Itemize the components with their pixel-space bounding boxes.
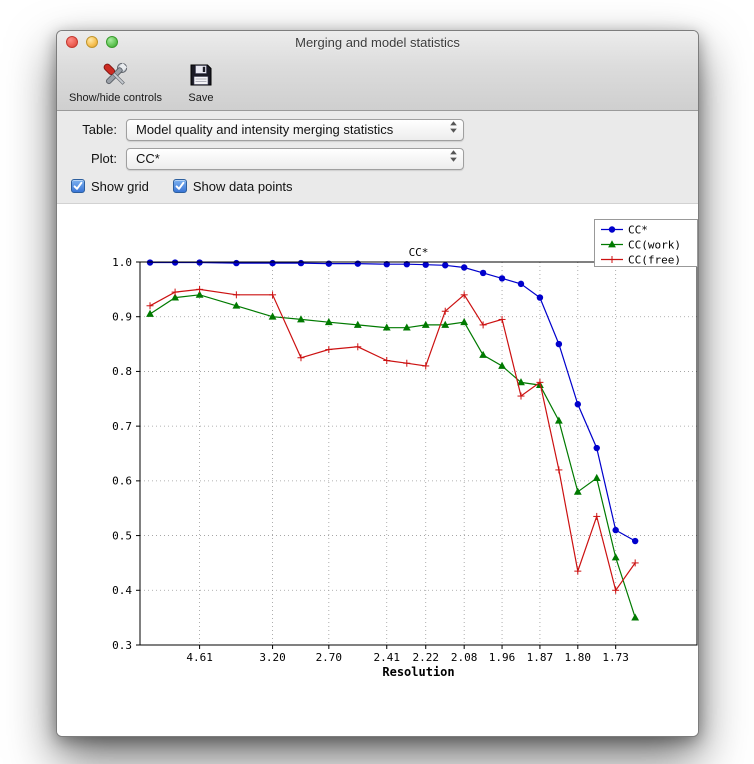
zoom-button[interactable] bbox=[106, 36, 118, 48]
y-tick-label: 0.3 bbox=[112, 639, 132, 652]
plot-dropdown[interactable]: CC* bbox=[126, 147, 464, 170]
x-axis-label: Resolution bbox=[382, 665, 454, 679]
plot-border bbox=[139, 261, 698, 646]
show-grid-label: Show grid bbox=[91, 178, 149, 194]
y-tick-label: 0.5 bbox=[112, 529, 132, 542]
x-tick-label: 1.87 bbox=[527, 651, 554, 664]
save-button[interactable]: Save bbox=[184, 57, 218, 106]
tool-label: Show/hide controls bbox=[69, 92, 162, 104]
x-tick-label: 4.61 bbox=[186, 651, 213, 664]
chart-svg: 0.3 0.4 0.5 0.6 0.7 0.8 0.9 1.0 4.61 3.20 2.70 2.41… bbox=[112, 219, 698, 679]
x-tick-label: 1.96 bbox=[489, 651, 516, 664]
popup-arrows-icon bbox=[449, 149, 458, 168]
table-dropdown[interactable]: Model quality and intensity merging stat… bbox=[126, 118, 464, 141]
checkbox-row: Show grid Show data points bbox=[69, 176, 698, 196]
series-ccwork bbox=[146, 290, 640, 621]
controls-panel: Table: Model quality and intensity mergi… bbox=[57, 111, 698, 204]
table-row: Table: Model quality and intensity mergi… bbox=[69, 118, 698, 141]
title-bar[interactable]: Merging and model statistics bbox=[57, 31, 698, 53]
window-header: Merging and model statistics bbox=[57, 31, 698, 111]
checkbox-icon bbox=[71, 179, 85, 193]
x-tick-label: 3.20 bbox=[259, 651, 286, 664]
x-tick-label: 2.70 bbox=[316, 651, 343, 664]
y-tick-label: 0.8 bbox=[112, 365, 132, 378]
x-tick-label: 2.41 bbox=[374, 651, 401, 664]
save-icon bbox=[188, 59, 214, 91]
x-tick-label: 1.80 bbox=[565, 651, 592, 664]
series-ccfree bbox=[146, 285, 639, 594]
show-data-points-label: Show data points bbox=[192, 178, 293, 194]
y-tick-label: 1.0 bbox=[112, 256, 132, 269]
app-window: Merging and model statistics bbox=[56, 30, 699, 737]
table-dropdown-value: Model quality and intensity merging stat… bbox=[136, 122, 394, 137]
plot-title: CC* bbox=[409, 246, 429, 259]
plot-label: Plot: bbox=[90, 151, 117, 166]
show-hide-controls-button[interactable]: Show/hide controls bbox=[65, 57, 166, 106]
close-button[interactable] bbox=[66, 36, 78, 48]
y-tick-label: 0.7 bbox=[112, 420, 132, 433]
x-tick-label: 2.08 bbox=[451, 651, 478, 664]
show-data-points-checkbox[interactable]: Show data points bbox=[172, 178, 293, 194]
legend-label: CC* bbox=[628, 223, 648, 236]
legend: CC* CC(work) CC(free) bbox=[594, 219, 698, 267]
toolbar: Show/hide controls Save bbox=[57, 53, 698, 110]
tools-icon bbox=[98, 59, 132, 91]
plot-panel: 0.3 0.4 0.5 0.6 0.7 0.8 0.9 1.0 4.61 3.20 2.70 2.41… bbox=[57, 204, 698, 736]
legend-label: CC(work) bbox=[628, 238, 681, 251]
table-label: Table: bbox=[82, 122, 117, 137]
y-tick-label: 0.4 bbox=[112, 584, 132, 597]
legend-label: CC(free) bbox=[628, 253, 681, 266]
plot-row: Plot: CC* bbox=[69, 147, 698, 170]
minimize-button[interactable] bbox=[86, 36, 98, 48]
window-title: Merging and model statistics bbox=[295, 35, 460, 50]
tool-label: Save bbox=[188, 92, 214, 104]
y-tick-label: 0.9 bbox=[112, 311, 132, 324]
checkbox-icon bbox=[172, 179, 187, 193]
x-tick-label: 2.22 bbox=[412, 651, 439, 664]
traffic-lights bbox=[66, 36, 118, 48]
show-grid-checkbox[interactable]: Show grid bbox=[71, 179, 149, 194]
series-cc bbox=[146, 259, 639, 545]
popup-arrows-icon bbox=[449, 120, 458, 139]
x-tick-label: 1.73 bbox=[602, 651, 629, 664]
y-tick-label: 0.6 bbox=[112, 475, 132, 488]
plot-dropdown-value: CC* bbox=[136, 151, 160, 166]
